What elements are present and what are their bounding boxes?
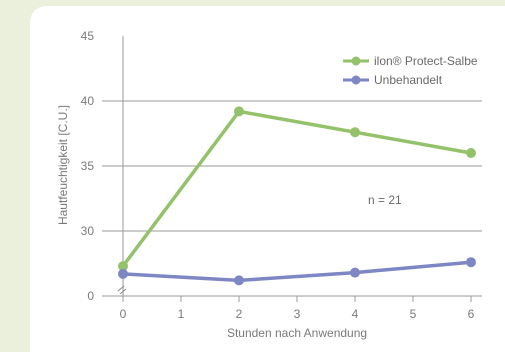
sample-size-annotation: n = 21 <box>368 193 402 207</box>
series-line-0 <box>121 109 472 268</box>
data-point-s0-2 <box>234 106 244 117</box>
series-lines <box>121 109 472 283</box>
y-tick-labels: 0 30 35 40 45 <box>81 29 95 303</box>
y-axis-label: Hautfeuchtigkeit [C.U.] <box>56 105 70 225</box>
legend-marker-protect <box>351 56 361 66</box>
legend-marker-unbehandelt <box>351 75 361 85</box>
legend-item-protect: ilon® Protect-Salbe <box>343 54 478 68</box>
legend-item-unbehandelt: Unbehandelt <box>343 73 443 87</box>
x-tick-1: 1 <box>178 307 185 321</box>
x-tick-5: 5 <box>410 307 417 321</box>
axes <box>102 36 482 297</box>
x-axis-label: Stunden nach Anwendung <box>227 326 367 340</box>
x-tick-3: 3 <box>294 307 301 321</box>
axis-break-mark <box>119 288 127 295</box>
data-point-s1-4 <box>350 267 360 278</box>
data-point-s0-0 <box>118 261 128 272</box>
y-tick-45: 45 <box>81 29 95 43</box>
y-tick-0: 0 <box>87 289 94 303</box>
x-tick-2: 2 <box>236 307 243 321</box>
data-point-s1-0 <box>118 268 128 279</box>
y-tick-40: 40 <box>81 94 95 108</box>
data-point-s0-4 <box>350 127 360 138</box>
data-point-s1-2 <box>234 275 244 286</box>
x-tick-0: 0 <box>120 307 127 321</box>
axis-break-mark <box>117 285 125 292</box>
y-tick-35: 35 <box>81 159 95 173</box>
x-tick-4: 4 <box>352 307 359 321</box>
y-tick-30: 30 <box>81 224 95 238</box>
x-tick-6: 6 <box>468 307 475 321</box>
legend-label-unbehandelt: Unbehandelt <box>374 73 443 87</box>
legend: ilon® Protect-Salbe Unbehandelt <box>343 54 478 87</box>
chart-panel <box>30 6 505 352</box>
data-points <box>118 106 476 286</box>
legend-label-protect: ilon® Protect-Salbe <box>374 54 478 68</box>
series-line-1 <box>122 260 472 283</box>
gridlines <box>102 100 482 232</box>
data-point-s0-6 <box>466 148 476 158</box>
data-point-s1-6 <box>466 257 476 268</box>
x-tick-labels: 0 1 2 3 4 5 6 <box>120 296 475 321</box>
